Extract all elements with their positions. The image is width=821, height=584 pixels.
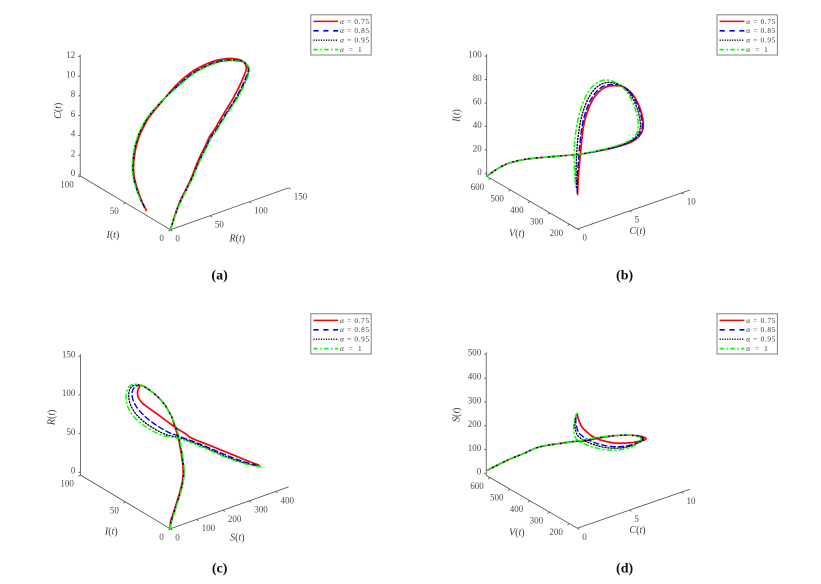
svg-text:α = 1: α = 1 bbox=[340, 344, 362, 353]
svg-text:6: 6 bbox=[71, 109, 76, 119]
svg-text:400: 400 bbox=[510, 504, 524, 514]
svg-text:50: 50 bbox=[66, 427, 76, 437]
svg-text:S(t): S(t) bbox=[452, 407, 463, 421]
svg-text:500: 500 bbox=[468, 348, 482, 358]
svg-text:5: 5 bbox=[635, 215, 640, 225]
svg-text:α = 1: α = 1 bbox=[340, 45, 362, 54]
svg-text:400: 400 bbox=[281, 495, 295, 505]
svg-text:60: 60 bbox=[473, 96, 483, 106]
svg-text:α = 0.95: α = 0.95 bbox=[746, 36, 775, 45]
svg-text:S(t): S(t) bbox=[230, 533, 244, 544]
svg-text:100: 100 bbox=[60, 478, 74, 488]
svg-text:(c): (c) bbox=[212, 562, 228, 577]
svg-text:(b): (b) bbox=[616, 269, 633, 284]
svg-text:0: 0 bbox=[175, 233, 180, 243]
svg-text:150: 150 bbox=[62, 350, 76, 360]
svg-text:α = 0.85: α = 0.85 bbox=[746, 325, 775, 334]
svg-text:400: 400 bbox=[510, 205, 524, 215]
svg-text:0: 0 bbox=[159, 532, 164, 542]
svg-text:0: 0 bbox=[583, 233, 588, 243]
svg-text:0: 0 bbox=[71, 168, 76, 178]
svg-text:0: 0 bbox=[477, 167, 482, 177]
svg-text:C(t): C(t) bbox=[629, 226, 645, 237]
svg-text:α = 1: α = 1 bbox=[746, 45, 768, 54]
svg-text:100: 100 bbox=[254, 206, 268, 216]
svg-text:50: 50 bbox=[110, 505, 120, 515]
svg-text:300: 300 bbox=[530, 216, 544, 226]
svg-text:400: 400 bbox=[468, 372, 482, 382]
svg-text:C(t): C(t) bbox=[629, 525, 645, 536]
svg-text:0: 0 bbox=[71, 466, 76, 476]
svg-text:300: 300 bbox=[468, 395, 482, 405]
svg-text:0: 0 bbox=[175, 533, 180, 543]
svg-text:600: 600 bbox=[470, 481, 484, 491]
svg-text:R(t): R(t) bbox=[229, 234, 246, 245]
svg-text:α = 0.75: α = 0.75 bbox=[340, 17, 369, 26]
svg-text:8: 8 bbox=[71, 89, 76, 99]
svg-text:α = 0.95: α = 0.95 bbox=[340, 335, 369, 344]
svg-text:V(t): V(t) bbox=[509, 527, 525, 538]
svg-text:α = 0.75: α = 0.75 bbox=[746, 316, 775, 325]
svg-text:80: 80 bbox=[473, 73, 483, 83]
svg-text:0: 0 bbox=[159, 233, 164, 243]
svg-text:α = 0.75: α = 0.75 bbox=[746, 17, 775, 26]
svg-text:α = 0.95: α = 0.95 bbox=[340, 36, 369, 45]
svg-text:0: 0 bbox=[477, 467, 482, 477]
svg-text:α = 0.85: α = 0.85 bbox=[340, 325, 369, 334]
svg-text:500: 500 bbox=[490, 493, 504, 503]
svg-text:α = 0.75: α = 0.75 bbox=[340, 316, 369, 325]
svg-text:α = 0.85: α = 0.85 bbox=[340, 26, 369, 35]
svg-text:5: 5 bbox=[634, 514, 639, 524]
svg-text:0: 0 bbox=[582, 532, 587, 542]
svg-text:12: 12 bbox=[66, 50, 75, 60]
svg-text:(a): (a) bbox=[211, 269, 228, 284]
svg-text:300: 300 bbox=[254, 505, 268, 515]
svg-text:100: 100 bbox=[468, 49, 482, 59]
svg-text:V(t): V(t) bbox=[509, 228, 525, 239]
svg-text:40: 40 bbox=[473, 120, 483, 130]
svg-text:I(t): I(t) bbox=[104, 526, 118, 537]
svg-text:10: 10 bbox=[687, 197, 697, 207]
svg-text:I(t): I(t) bbox=[451, 109, 462, 123]
svg-text:500: 500 bbox=[490, 193, 504, 203]
svg-text:R(t): R(t) bbox=[46, 410, 57, 427]
svg-text:4: 4 bbox=[71, 129, 76, 139]
svg-text:200: 200 bbox=[549, 527, 563, 537]
svg-text:50: 50 bbox=[110, 206, 120, 216]
svg-text:10: 10 bbox=[66, 70, 76, 80]
svg-text:50: 50 bbox=[215, 219, 225, 229]
svg-text:I(t): I(t) bbox=[105, 230, 119, 241]
svg-text:200: 200 bbox=[550, 228, 564, 238]
svg-text:300: 300 bbox=[530, 516, 544, 526]
svg-text:100: 100 bbox=[62, 388, 76, 398]
svg-text:α = 1: α = 1 bbox=[746, 344, 768, 353]
svg-text:200: 200 bbox=[228, 514, 242, 524]
svg-text:600: 600 bbox=[471, 182, 485, 192]
svg-text:α = 0.85: α = 0.85 bbox=[746, 26, 775, 35]
svg-text:10: 10 bbox=[687, 496, 697, 506]
svg-text:(d): (d) bbox=[616, 562, 633, 577]
svg-text:C(t): C(t) bbox=[53, 103, 64, 119]
svg-text:2: 2 bbox=[71, 149, 76, 159]
svg-text:100: 100 bbox=[468, 443, 482, 453]
svg-text:200: 200 bbox=[468, 419, 482, 429]
svg-text:α = 0.95: α = 0.95 bbox=[746, 335, 775, 344]
svg-text:20: 20 bbox=[473, 143, 483, 153]
svg-text:100: 100 bbox=[60, 179, 74, 189]
svg-text:100: 100 bbox=[202, 523, 216, 533]
svg-text:150: 150 bbox=[294, 192, 308, 202]
